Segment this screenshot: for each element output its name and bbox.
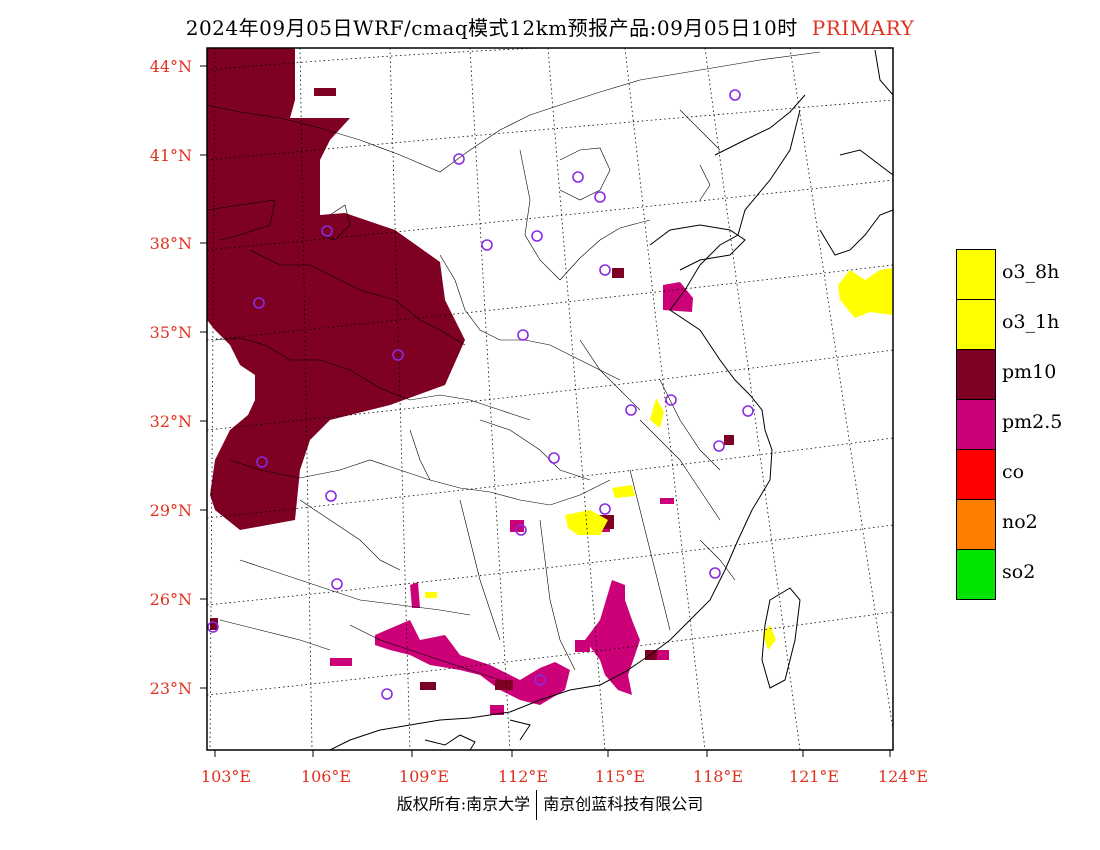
coastline bbox=[329, 49, 893, 750]
longitude-labels: 103°E 106°E 109°E 112°E 115°E 118°E 121°… bbox=[201, 767, 928, 786]
o3-regions bbox=[425, 268, 893, 650]
legend-label-co: co bbox=[1002, 461, 1025, 483]
map-content bbox=[207, 48, 893, 750]
map-frame bbox=[206, 47, 894, 751]
lat-label-26: 26°N bbox=[150, 590, 192, 609]
province-borders bbox=[207, 51, 821, 681]
latitude-labels: 44°N 41°N 38°N 35°N 32°N 29°N 26°N 23°N bbox=[150, 57, 192, 698]
lat-label-23: 23°N bbox=[150, 679, 192, 698]
copyright-credit: 版权所有:南京大学 南京创蓝科技有限公司 bbox=[0, 790, 1100, 820]
lat-label-38: 38°N bbox=[150, 234, 192, 253]
lat-label-32: 32°N bbox=[150, 412, 192, 431]
pm25-region-south bbox=[330, 282, 693, 715]
lon-label-103: 103°E bbox=[201, 767, 251, 786]
pm10-region-west bbox=[207, 48, 465, 530]
credit-separator bbox=[536, 790, 538, 820]
title-tag: PRIMARY bbox=[811, 16, 915, 40]
legend-swatch-no2 bbox=[956, 499, 996, 550]
legend-swatch-pm25 bbox=[956, 399, 996, 450]
lon-label-112: 112°E bbox=[498, 767, 548, 786]
lat-label-44: 44°N bbox=[150, 57, 192, 76]
legend-swatch-o3-1h bbox=[956, 299, 996, 350]
axis-ticks bbox=[200, 65, 891, 757]
legend-label-pm10: pm10 bbox=[1002, 361, 1057, 383]
legend-swatch-o3-8h bbox=[956, 249, 996, 300]
title-main: 2024年09月05日WRF/cmaq模式12km预报产品:09月05日10时 bbox=[185, 16, 798, 40]
lon-label-109: 109°E bbox=[399, 767, 449, 786]
lon-label-124: 124°E bbox=[878, 767, 928, 786]
credit-left: 版权所有:南京大学 bbox=[396, 794, 531, 814]
lon-label-121: 121°E bbox=[789, 767, 839, 786]
legend-label-pm25: pm2.5 bbox=[1002, 411, 1063, 433]
lat-label-35: 35°N bbox=[150, 323, 192, 342]
legend-label-no2: no2 bbox=[1002, 511, 1038, 533]
station-markers bbox=[207, 89, 754, 700]
legend-label-o3-1h: o3_1h bbox=[1002, 311, 1060, 333]
legend-swatch-so2 bbox=[956, 549, 996, 600]
lon-label-118: 118°E bbox=[693, 767, 743, 786]
lat-label-41: 41°N bbox=[150, 146, 192, 165]
legend-swatch-co bbox=[956, 449, 996, 500]
legend-label-so2: so2 bbox=[1002, 561, 1036, 583]
lon-label-106: 106°E bbox=[301, 767, 351, 786]
lon-label-115: 115°E bbox=[595, 767, 645, 786]
graticule bbox=[207, 48, 893, 750]
legend-swatch-pm10 bbox=[956, 349, 996, 400]
credit-right: 南京创蓝科技有限公司 bbox=[543, 794, 704, 814]
lat-label-29: 29°N bbox=[150, 501, 192, 520]
legend-label-o3-8h: o3_8h bbox=[1002, 261, 1060, 283]
map-title: 2024年09月05日WRF/cmaq模式12km预报产品:09月05日10时 P… bbox=[0, 12, 1100, 41]
